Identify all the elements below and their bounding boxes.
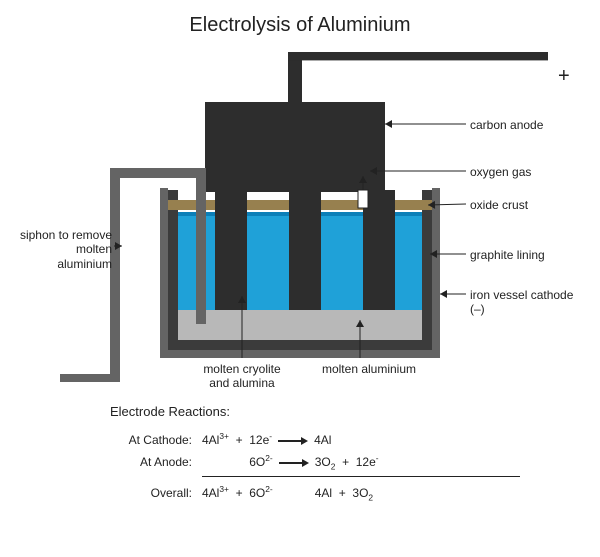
label-oxide-crust: oxide crust bbox=[470, 198, 528, 212]
label-graphite: graphite lining bbox=[470, 248, 545, 262]
anode-rhs: 3O2 + 12e- bbox=[315, 455, 379, 469]
apparatus-diagram: carbon anode oxygen gas oxide crust grap… bbox=[0, 52, 600, 382]
overall-lhs: 4Al3+ + 6O2- bbox=[202, 486, 273, 500]
electrode-reactions: Electrode Reactions: At Cathode: 4Al3+ +… bbox=[110, 400, 530, 505]
reaction-arrow-icon bbox=[279, 459, 309, 467]
reaction-arrow-icon bbox=[278, 437, 308, 445]
label-carbon-anode: carbon anode bbox=[470, 118, 543, 132]
reaction-overall: Overall: 4Al3+ + 6O2- 4Al + 3O2 bbox=[110, 482, 530, 505]
reaction-cathode: At Cathode: 4Al3+ + 12e- 4Al bbox=[110, 429, 530, 452]
label-iron-vessel: iron vessel cathode (–) bbox=[470, 288, 580, 317]
label-oxygen-gas: oxygen gas bbox=[470, 165, 531, 179]
label-cryolite: molten cryolite and alumina bbox=[192, 362, 292, 391]
label-molten-al: molten aluminium bbox=[314, 362, 424, 376]
overall-label: Overall: bbox=[110, 482, 202, 505]
page-title: Electrolysis of Aluminium bbox=[0, 14, 600, 37]
reaction-divider bbox=[202, 476, 520, 477]
cathode-rhs: 4Al bbox=[314, 433, 331, 447]
anode-label: At Anode: bbox=[110, 451, 202, 474]
cathode-label: At Cathode: bbox=[110, 429, 202, 452]
terminal-plus: + bbox=[558, 64, 570, 88]
overall-rhs: 4Al + 3O2 bbox=[315, 486, 373, 500]
reaction-anode: At Anode: 4Al3+ + 6O2-3O2 + 12e- bbox=[110, 451, 530, 474]
label-siphon: siphon to remove molten aluminium bbox=[18, 228, 112, 271]
cathode-lhs: 4Al3+ + 12e- bbox=[202, 433, 272, 447]
reactions-header: Electrode Reactions: bbox=[110, 400, 530, 425]
anode-lhs: 6O2- bbox=[249, 455, 272, 469]
